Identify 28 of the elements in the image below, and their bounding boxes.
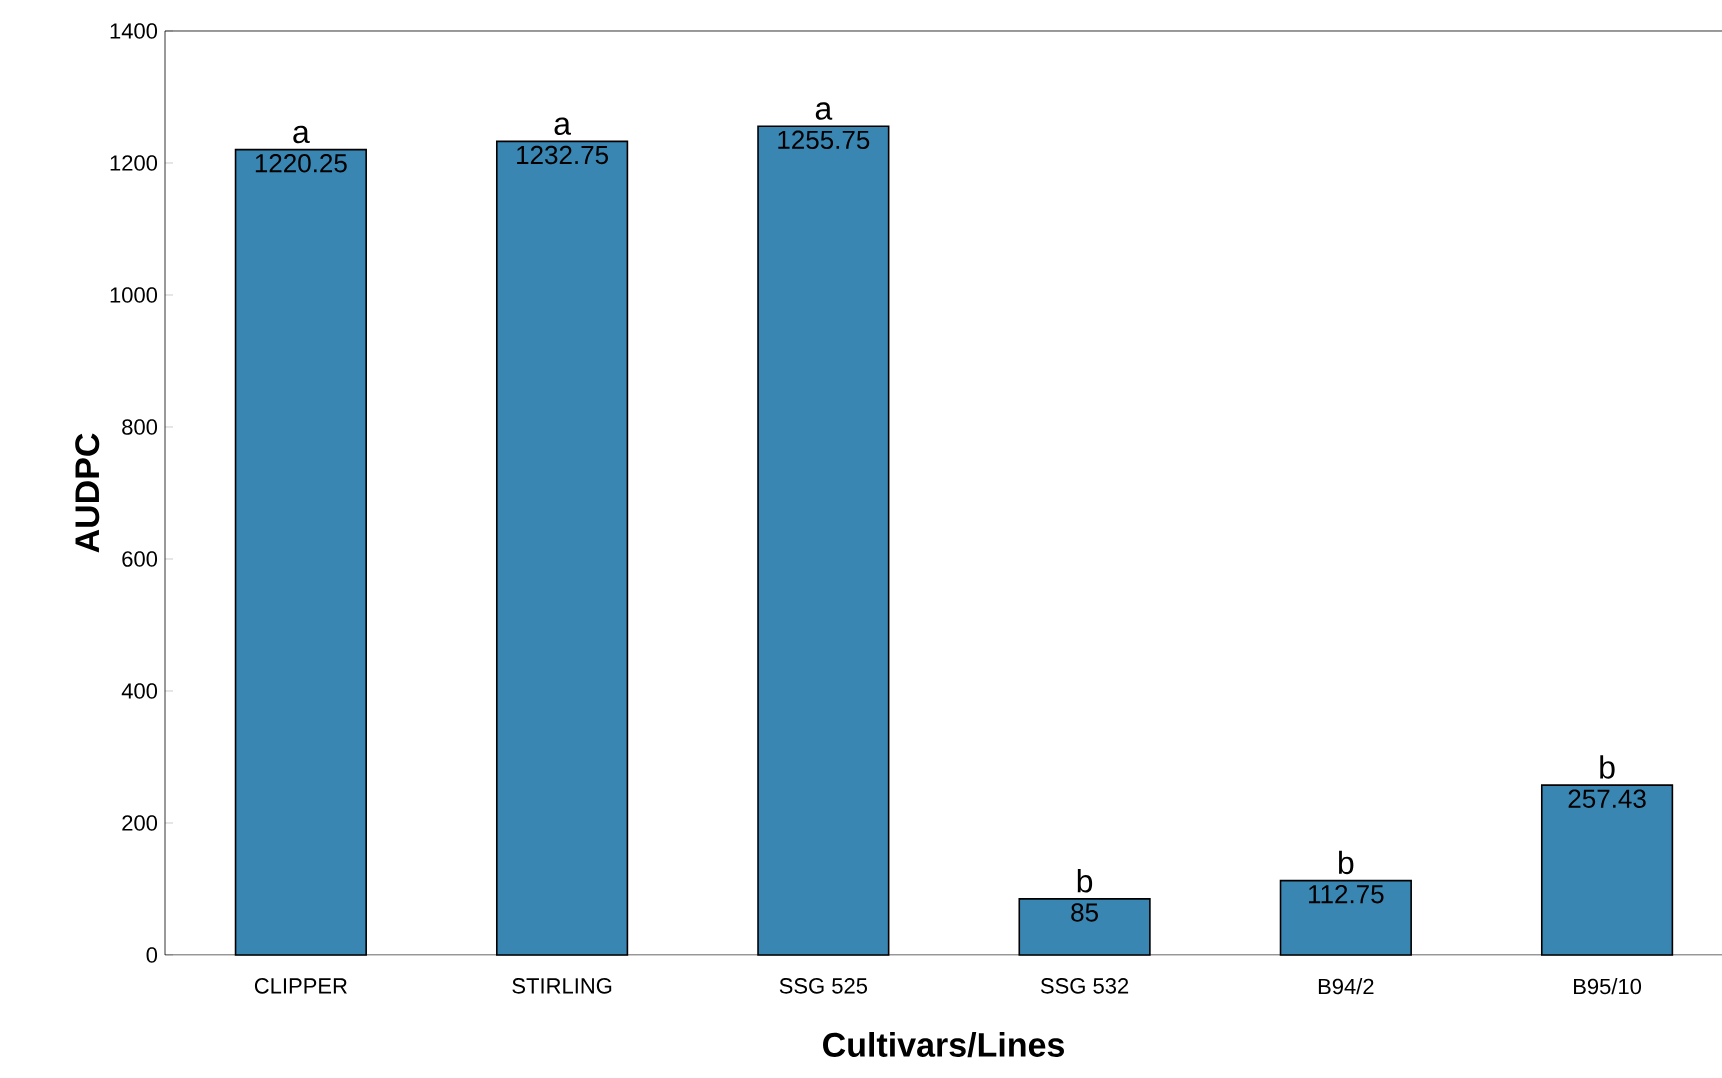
x-tick-label: B94/2 <box>1318 978 1374 995</box>
y-tick-label: 0 <box>146 947 158 963</box>
x-tick-label: CLIPPER <box>254 978 347 994</box>
annotation: b <box>1077 869 1093 893</box>
y-tick-label: 1400 <box>110 23 158 39</box>
annotation: b <box>1339 850 1354 875</box>
data-label: 1220.25 <box>255 154 347 173</box>
y-tick-label: 400 <box>121 683 158 699</box>
y-tick-label: 600 <box>122 551 158 567</box>
data-label: 112.75 <box>1309 884 1384 904</box>
y-tick-label: 800 <box>122 419 158 435</box>
y-tick-label: 1000 <box>110 287 158 303</box>
annotation: a <box>554 117 571 135</box>
x-tick-label: SSG 532 <box>1040 978 1129 994</box>
y-axis-title: AUDPC <box>75 433 100 553</box>
annotation: a <box>815 102 833 120</box>
annotation: b <box>1600 755 1615 779</box>
y-tick-label: 1200 <box>110 155 158 171</box>
annotation: a <box>293 125 310 144</box>
x-tick-label: STIRLING <box>512 978 612 994</box>
x-tick-label: SSG 525 <box>779 978 868 994</box>
y-tick-label: 200 <box>122 815 158 831</box>
data-label: 257.43 <box>1568 789 1646 808</box>
data-label: 85 <box>1071 903 1098 922</box>
x-tick-label: B95/10 <box>1574 978 1642 995</box>
data-label: 1255.75 <box>778 130 870 150</box>
data-label: 1232.75 <box>517 145 608 165</box>
x-axis-title: Cultivars/Lines <box>823 1031 1064 1058</box>
